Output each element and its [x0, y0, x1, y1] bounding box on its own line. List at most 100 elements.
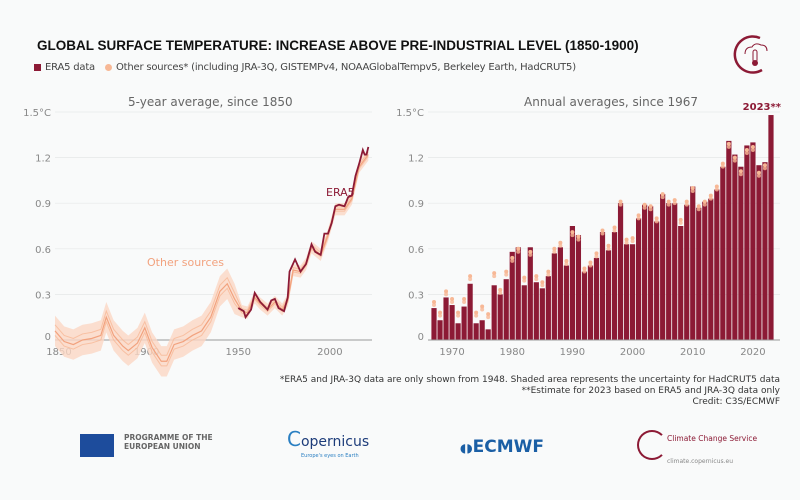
other-source-marker-1982	[522, 275, 527, 280]
other-source-marker-1969	[444, 292, 449, 297]
bar-1977	[491, 285, 497, 340]
other-source-marker-1980	[510, 258, 515, 263]
right-x-tick: 1990	[560, 347, 585, 358]
bar-1992	[581, 271, 588, 340]
bar-2019	[744, 145, 750, 340]
chart-title: GLOBAL SURFACE TEMPERATURE: INCREASE ABO…	[37, 38, 639, 53]
other-source-marker-2007	[672, 201, 677, 206]
eu-logo	[80, 434, 114, 457]
other-source-marker-1978	[498, 290, 503, 295]
bar-2010	[690, 186, 696, 340]
bar-1976	[485, 329, 491, 340]
left-chart-title: 5-year average, since 1850	[128, 95, 293, 109]
bar-1971	[455, 323, 461, 340]
other-source-marker-2013	[708, 196, 713, 201]
bar-1984	[533, 282, 539, 340]
other-source-marker-2015	[720, 164, 725, 169]
other-source-marker-1968	[438, 310, 443, 315]
other-source-marker-2012	[702, 199, 707, 204]
other-source-marker-1998	[618, 202, 623, 207]
bar-1999	[623, 244, 630, 340]
bar-1995	[599, 232, 606, 340]
copernicus-tagline: Europe's eyes on Earth	[301, 453, 359, 459]
other-source-marker-1985	[540, 280, 545, 285]
c3s-url: climate.copernicus.eu	[667, 458, 734, 465]
other-source-marker-1984	[534, 274, 539, 279]
other-source-marker-2018	[738, 169, 743, 174]
other-source-marker-1986	[546, 272, 551, 277]
bar-2015	[720, 166, 726, 340]
era5-swatch	[34, 64, 41, 71]
other-source-marker-2020	[750, 144, 755, 149]
other-source-marker-1994	[594, 251, 599, 256]
right-x-tick: 1970	[439, 347, 464, 358]
other-source-marker-1996	[606, 246, 611, 251]
other-source-marker-2008	[678, 217, 683, 222]
bar-1972	[461, 306, 467, 340]
bar-1982	[521, 285, 527, 340]
other-source-marker-2008	[678, 220, 683, 225]
bar-2022	[762, 162, 768, 340]
other-source-marker-2015	[720, 161, 725, 166]
other-source-marker-1997	[612, 228, 617, 233]
right-y-tick: 0	[418, 332, 424, 343]
other-source-marker-1984	[534, 277, 539, 282]
bar-1968	[437, 320, 443, 340]
other-source-marker-2017	[732, 155, 737, 160]
other-source-marker-2016	[726, 141, 731, 146]
other-source-marker-1993	[588, 260, 593, 265]
other-source-marker-1997	[612, 225, 617, 230]
other-source-marker-2005	[660, 192, 665, 197]
other-source-marker-2009	[684, 199, 689, 204]
other-source-marker-2012	[702, 202, 707, 207]
bar-1986	[545, 276, 551, 340]
left-y-tick: 0.9	[35, 199, 51, 210]
right-y-tick: 1.5°C	[396, 108, 424, 119]
bar-1985	[539, 288, 545, 340]
other-source-marker-1999	[624, 240, 629, 245]
other-source-marker-1990	[570, 230, 575, 235]
other-source-marker-1986	[546, 269, 551, 274]
bar-1967	[431, 308, 437, 340]
other-source-marker-1992	[582, 266, 587, 271]
other-source-marker-2014	[714, 184, 719, 189]
other-source-marker-2003	[648, 204, 653, 209]
bar-1980	[509, 251, 515, 340]
other-source-marker-1974	[474, 310, 479, 315]
other-source-marker-1996	[606, 243, 611, 248]
other-source-marker-2019	[744, 148, 749, 152]
other-source-marker-1998	[618, 199, 623, 204]
right-x-tick: 1980	[500, 347, 525, 358]
era5-label: ERA5	[326, 186, 355, 199]
bar-1974	[473, 323, 479, 340]
other-source-marker-1971	[456, 313, 461, 318]
bar-1970	[449, 305, 455, 340]
copernicus-logo: Copernicus Europe's eyes on Earth	[287, 427, 370, 459]
bar-1989	[563, 265, 569, 340]
left-y-tick: 0	[45, 332, 51, 343]
other-source-marker-1972	[462, 299, 467, 304]
other-source-marker-2004	[654, 219, 659, 224]
other-source-marker-1973	[468, 277, 473, 282]
other-source-marker-1987	[552, 249, 557, 254]
bar-2003	[648, 206, 654, 340]
other-source-line	[54, 156, 369, 367]
bar-2021	[756, 165, 762, 340]
bar-1978	[497, 294, 503, 340]
footnotes: *ERA5 and JRA-3Q data are only shown fro…	[280, 375, 780, 408]
left-x-tick: 1900	[134, 347, 159, 358]
other-source-marker-1977	[492, 274, 497, 279]
other-source-marker-1970	[450, 299, 455, 304]
other-source-marker-2002	[642, 202, 647, 207]
other-source-marker-1987	[552, 246, 557, 251]
other-source-marker-1977	[492, 271, 497, 276]
copernicus-text: opernicus	[300, 434, 370, 450]
other-source-marker-1991	[576, 237, 581, 242]
bar-2014	[714, 189, 720, 340]
other-source-marker-1982	[522, 278, 527, 283]
footnote-1: *ERA5 and JRA-3Q data are only shown fro…	[279, 375, 780, 385]
right-chart-title: Annual averages, since 1967	[524, 95, 699, 109]
other-source-marker-1988	[558, 240, 563, 245]
